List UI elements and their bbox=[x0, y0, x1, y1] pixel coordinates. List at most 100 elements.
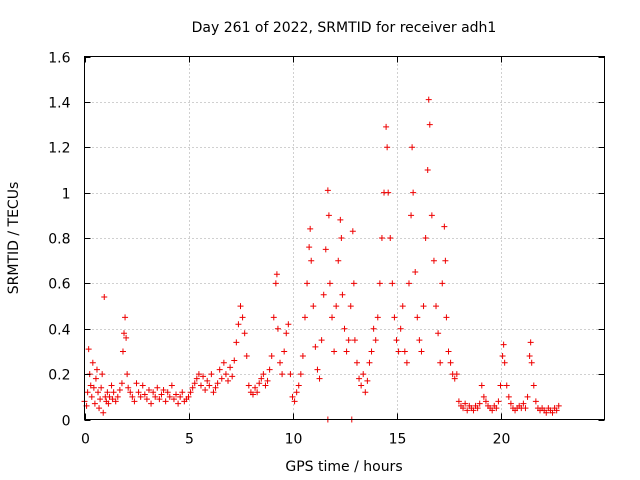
data-point bbox=[312, 343, 319, 350]
data-point bbox=[351, 337, 358, 344]
data-point bbox=[387, 235, 394, 241]
data-point bbox=[84, 389, 91, 396]
data-point bbox=[260, 371, 267, 378]
data-point bbox=[532, 398, 539, 405]
data-point bbox=[329, 314, 336, 321]
data-point bbox=[441, 223, 448, 230]
y-tick-label: 0.2 bbox=[48, 368, 70, 384]
data-point bbox=[555, 402, 562, 409]
data-point bbox=[383, 123, 390, 130]
chart-title: Day 261 of 2022, SRMTID for receiver adh… bbox=[192, 20, 497, 36]
data-point bbox=[119, 348, 126, 355]
x-axis: 0 5 10 15 20 bbox=[81, 56, 511, 448]
data-point bbox=[520, 400, 527, 407]
data-point bbox=[322, 246, 329, 253]
data-point bbox=[89, 359, 96, 366]
data-point bbox=[262, 382, 269, 389]
data-point bbox=[393, 337, 400, 344]
data-point bbox=[443, 314, 450, 321]
data-point bbox=[433, 303, 440, 310]
data-point bbox=[360, 371, 367, 378]
data-point bbox=[281, 348, 288, 355]
data-point bbox=[145, 387, 152, 394]
data-point bbox=[350, 280, 357, 287]
data-point bbox=[358, 382, 365, 389]
data-point bbox=[505, 393, 512, 400]
data-point bbox=[166, 393, 173, 400]
data-point bbox=[430, 257, 437, 264]
data-point bbox=[422, 235, 429, 241]
data-point bbox=[480, 393, 487, 400]
data-point bbox=[93, 366, 100, 373]
data-point bbox=[341, 325, 348, 332]
data-point bbox=[349, 228, 356, 235]
data-point bbox=[87, 382, 94, 389]
data-point bbox=[204, 377, 211, 384]
data-point bbox=[372, 337, 379, 344]
data-point bbox=[195, 371, 202, 378]
y-tick-label: 0.8 bbox=[48, 232, 70, 248]
y-tick-label: 1.4 bbox=[48, 96, 70, 112]
data-point bbox=[156, 396, 163, 403]
data-point bbox=[170, 396, 177, 403]
data-point bbox=[97, 396, 104, 403]
data-point bbox=[158, 391, 165, 398]
data-point bbox=[409, 144, 416, 151]
data-point bbox=[408, 212, 415, 219]
data-point bbox=[384, 144, 391, 151]
data-point bbox=[112, 398, 119, 405]
data-point bbox=[553, 407, 560, 414]
data-point bbox=[453, 371, 460, 378]
data-point bbox=[507, 400, 514, 407]
data-point bbox=[279, 371, 286, 378]
data-point bbox=[237, 303, 244, 310]
data-point bbox=[442, 257, 449, 264]
data-point bbox=[270, 314, 277, 321]
data-point bbox=[425, 96, 432, 103]
data-point bbox=[106, 393, 113, 400]
data-point bbox=[90, 384, 97, 391]
data-point bbox=[397, 325, 404, 332]
data-point bbox=[306, 244, 313, 251]
data-point bbox=[124, 371, 131, 378]
data-point bbox=[92, 375, 99, 382]
data-point bbox=[127, 389, 134, 396]
data-point bbox=[497, 382, 504, 389]
data-point bbox=[272, 280, 279, 287]
data-point bbox=[273, 271, 280, 278]
data-point bbox=[439, 280, 446, 287]
data-point bbox=[493, 405, 500, 412]
data-point bbox=[376, 280, 383, 287]
data-point bbox=[268, 352, 275, 359]
data-point bbox=[307, 225, 314, 232]
data-point bbox=[343, 348, 350, 355]
x-tick-label: 15 bbox=[389, 432, 407, 448]
data-point bbox=[389, 280, 396, 287]
data-point bbox=[160, 387, 167, 394]
data-point bbox=[235, 321, 242, 328]
data-point bbox=[168, 382, 175, 389]
data-point bbox=[137, 393, 144, 400]
data-point bbox=[316, 375, 323, 382]
x-tick-label: 10 bbox=[285, 432, 303, 448]
data-points bbox=[81, 96, 562, 423]
data-point bbox=[187, 389, 194, 396]
data-point bbox=[339, 291, 346, 298]
data-point bbox=[291, 398, 298, 405]
data-point bbox=[91, 400, 98, 407]
data-point bbox=[212, 384, 219, 391]
data-point bbox=[285, 321, 292, 328]
data-point bbox=[528, 359, 535, 366]
data-point bbox=[364, 377, 371, 384]
data-point bbox=[233, 339, 240, 346]
data-point bbox=[474, 405, 481, 412]
data-point bbox=[451, 375, 458, 382]
data-point bbox=[110, 389, 117, 396]
data-point bbox=[320, 291, 327, 298]
data-point bbox=[460, 405, 467, 412]
x-tick-label: 20 bbox=[493, 432, 511, 448]
data-point bbox=[179, 389, 186, 396]
data-point bbox=[395, 348, 402, 355]
data-point bbox=[337, 216, 344, 223]
